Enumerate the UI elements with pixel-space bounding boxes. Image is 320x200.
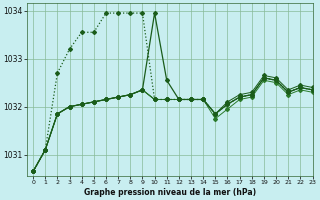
X-axis label: Graphe pression niveau de la mer (hPa): Graphe pression niveau de la mer (hPa) [84,188,256,197]
